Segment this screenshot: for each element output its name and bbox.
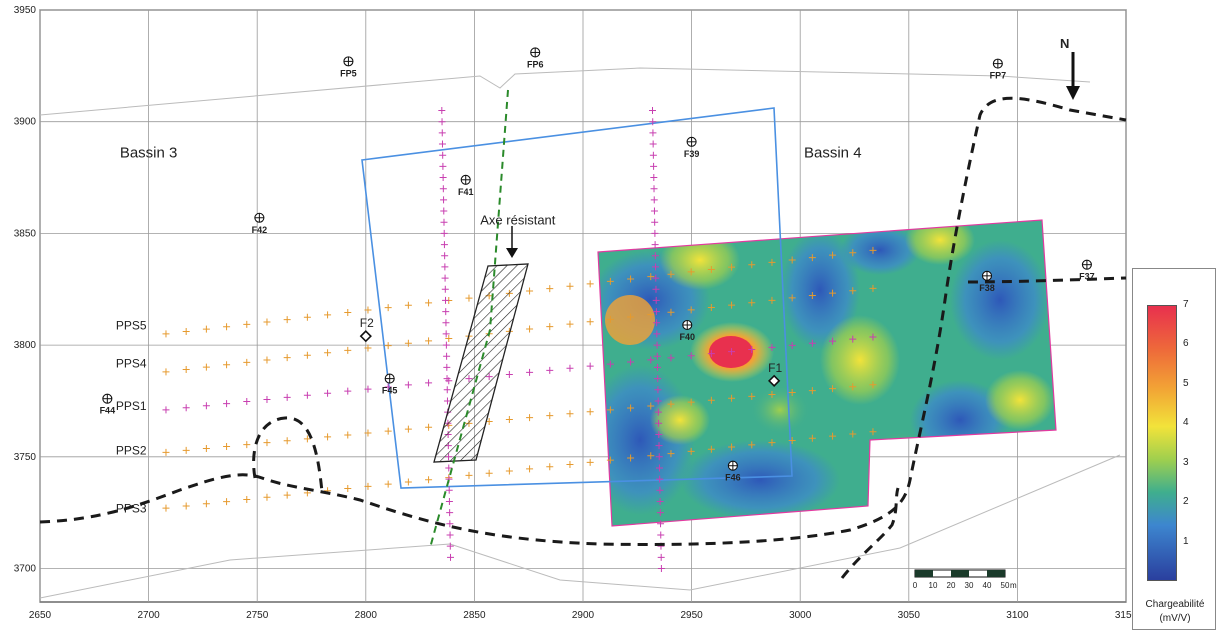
x-tick-label: 3100 [1006, 610, 1029, 621]
well-marker: F41 [458, 174, 474, 197]
borehole-label: F2 [360, 316, 374, 330]
coordinate-grid [39, 9, 1127, 602]
scale-tick-label: 0 [913, 581, 918, 590]
well-label: FP6 [527, 59, 544, 69]
legend-unit: (mV/V) [1159, 613, 1191, 624]
boundary-dashed-south [840, 487, 900, 579]
chargeability-heatmap [598, 220, 1056, 526]
north-arrow [1066, 52, 1080, 100]
legend: 7 6 5 4 3 2 1 Chargeabilité (mV/V) [1132, 268, 1216, 630]
well-label: F38 [979, 283, 995, 293]
profile-label: PPS5 [116, 318, 147, 332]
legend-tick-label: 7 [1183, 299, 1189, 310]
x-tick-label: 2800 [355, 610, 378, 621]
site-boundary-south [39, 454, 1121, 599]
scale-bar [914, 569, 1006, 578]
well-marker: FP5 [340, 56, 357, 78]
boundary-dashed-loop [252, 416, 324, 493]
well-label: F45 [382, 386, 398, 396]
well-marker: F40 [679, 319, 695, 342]
well-marker: F44 [100, 393, 116, 416]
scale-unit: m [1010, 581, 1017, 590]
legend-tick-label: 1 [1183, 535, 1189, 547]
legend-tick-label: 6 [1183, 338, 1189, 350]
profile-label: PPS1 [116, 399, 147, 413]
legend-tick-label: 2 [1183, 496, 1189, 508]
legend-colorbar [1147, 305, 1177, 581]
boundary-dashed-main [39, 96, 1127, 546]
annotation-arrow-head [506, 248, 518, 258]
scale-bar-labels: 0 10 20 30 40 50 m [913, 581, 1017, 590]
zone-label: Bassin 4 [804, 144, 862, 161]
well-symbols: FP5 FP6 FP7 F39 F41 F42 F37 F38 F40 F45 F44 F46 [100, 47, 1095, 483]
y-tick-label: 3850 [14, 228, 37, 239]
y-tick-label: 3950 [14, 5, 37, 16]
well-label: F37 [1079, 272, 1095, 282]
x-tick-label: 2650 [29, 610, 52, 621]
well-marker: F37 [1079, 259, 1095, 282]
scale-tick-label: 20 [947, 581, 956, 590]
x-tick-label: 2700 [137, 610, 160, 621]
well-label: F42 [252, 225, 268, 235]
well-label: F41 [458, 187, 474, 197]
well-label: F40 [679, 332, 695, 342]
borehole-icon [768, 374, 781, 387]
resistant-axis-line [429, 89, 509, 549]
zone-label: Bassin 3 [120, 144, 178, 161]
well-marker: F42 [252, 212, 268, 235]
resistant-axis-body [433, 263, 529, 463]
legend-tick-label: 4 [1183, 417, 1189, 429]
profile-labels: PPS5 PPS4 PPS1 PPS2 PPS3 [116, 318, 147, 515]
scale-tick-label: 10 [929, 581, 938, 590]
well-marker: F45 [382, 373, 398, 396]
x-tick-label: 2950 [680, 610, 703, 621]
site-boundary-north [39, 67, 1091, 116]
y-tick-label: 3700 [14, 563, 37, 574]
north-label: N [1060, 36, 1069, 51]
heatmap-outline [597, 219, 1057, 527]
profile-label: PPS4 [116, 356, 147, 370]
borehole-marker: F2 [359, 316, 374, 343]
borehole-label: F1 [768, 361, 782, 375]
y-axis-labels: 3950 3900 3850 3800 3750 3700 [14, 5, 37, 574]
legend-tick-label: 5 [1183, 377, 1189, 389]
y-tick-label: 3750 [14, 452, 37, 463]
scale-tick-label: 30 [965, 581, 974, 590]
well-marker: FP7 [990, 58, 1007, 81]
x-tick-label: 2850 [463, 610, 486, 621]
annotation-label: Axe résistant [480, 212, 556, 227]
well-label: F39 [684, 149, 700, 159]
borehole-icon [359, 330, 372, 343]
borehole-symbols: F2 F1 [359, 316, 782, 387]
borehole-marker: F1 [768, 361, 782, 387]
x-tick-label: 2900 [572, 610, 595, 621]
well-label: F46 [725, 473, 741, 483]
measurement-markers [162, 107, 877, 572]
x-axis-labels: 2650 2700 2750 2800 2850 2900 2950 3000 3050 3100… [29, 610, 1138, 621]
well-marker: F46 [725, 460, 741, 483]
well-label: FP7 [990, 71, 1007, 81]
x-tick-label: 3000 [789, 610, 812, 621]
well-marker: F38 [979, 270, 995, 293]
x-tick-label: 3150 [1115, 610, 1138, 621]
legend-title: Chargeabilité [1145, 599, 1205, 610]
legend-tick-label: 3 [1183, 456, 1189, 468]
x-tick-label: 2750 [246, 610, 269, 621]
boundary-dashed-east [967, 276, 1127, 284]
profile-label: PPS2 [116, 444, 147, 458]
well-label: FP5 [340, 68, 357, 78]
scale-tick-label: 40 [983, 581, 992, 590]
well-marker: FP6 [527, 47, 544, 69]
well-label: F44 [100, 406, 116, 416]
well-marker: F39 [684, 136, 700, 159]
profile-label: PPS3 [116, 502, 147, 516]
scale-tick-label: 50 [1001, 581, 1010, 590]
x-tick-label: 3050 [898, 610, 921, 621]
zone-labels: Bassin 3 Bassin 4 [120, 144, 862, 161]
y-tick-label: 3800 [14, 340, 37, 351]
y-tick-label: 3900 [14, 117, 37, 128]
